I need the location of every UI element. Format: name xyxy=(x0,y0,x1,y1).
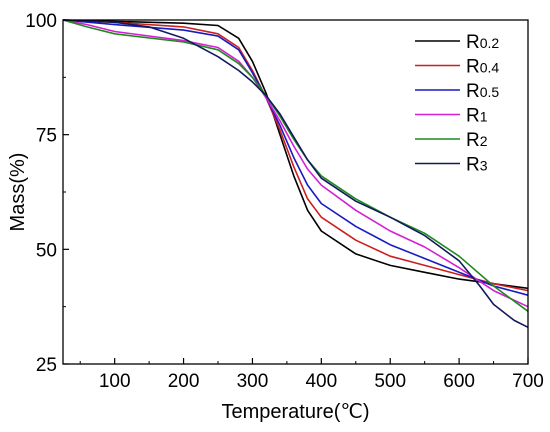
legend-label-2: R0.5 xyxy=(466,81,499,102)
x-tick-label-6: 700 xyxy=(512,371,544,392)
tick-layer: 100 200 300 400 500 600 700 25 50 75 100 xyxy=(25,11,544,392)
series-line-2 xyxy=(62,19,529,296)
x-tick-label-5: 600 xyxy=(443,371,475,392)
series-line-1 xyxy=(62,19,529,292)
series-layer xyxy=(62,19,529,329)
y-tick-label-1: 50 xyxy=(36,240,57,261)
legend-label-1: R0.4 xyxy=(466,57,499,78)
x-tick-label-2: 300 xyxy=(237,371,269,392)
legend-label-0: R0.2 xyxy=(466,32,499,53)
series-line-3 xyxy=(62,19,529,308)
series-line-5 xyxy=(62,19,529,329)
y-axis-title: Mass(%) xyxy=(7,153,29,232)
x-tick-label-4: 500 xyxy=(374,371,406,392)
x-tick-label-1: 200 xyxy=(168,371,200,392)
legend-label-5: R3 xyxy=(466,155,488,176)
x-axis-title: Temperature(℃) xyxy=(221,401,369,423)
legend-label-4: R2 xyxy=(466,130,488,151)
plot-frame xyxy=(62,19,529,365)
legend-label-3: R1 xyxy=(466,106,488,127)
series-line-0 xyxy=(62,19,529,290)
x-tick-label-0: 100 xyxy=(99,371,131,392)
legend: R0.2 R0.4 R0.5 R1 R2 R3 xyxy=(415,32,499,176)
series-line-4 xyxy=(62,19,529,312)
y-tick-label-2: 75 xyxy=(36,126,57,147)
y-tick-label-3: 100 xyxy=(25,11,57,32)
y-tick-label-0: 25 xyxy=(36,355,57,376)
x-tick-label-3: 400 xyxy=(305,371,337,392)
